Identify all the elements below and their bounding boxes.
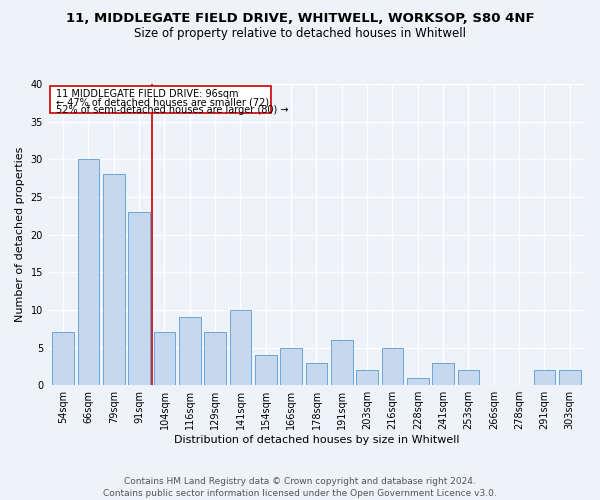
Text: 11 MIDDLEGATE FIELD DRIVE: 96sqm: 11 MIDDLEGATE FIELD DRIVE: 96sqm [56,89,238,99]
Bar [458,370,479,385]
Bar [52,332,74,385]
Bar [559,370,581,385]
Text: Contains public sector information licensed under the Open Government Licence v3: Contains public sector information licen… [103,489,497,498]
X-axis label: Distribution of detached houses by size in Whitwell: Distribution of detached houses by size … [174,435,459,445]
Bar [205,332,226,385]
Text: Size of property relative to detached houses in Whitwell: Size of property relative to detached ho… [134,28,466,40]
Bar [103,174,125,385]
Bar [255,355,277,385]
Y-axis label: Number of detached properties: Number of detached properties [15,147,25,322]
Bar [407,378,428,385]
Bar [331,340,353,385]
Bar [77,160,99,385]
Bar [533,370,555,385]
Text: 52% of semi-detached houses are larger (80) →: 52% of semi-detached houses are larger (… [56,106,288,116]
Bar [128,212,150,385]
Bar [305,362,327,385]
Text: Contains HM Land Registry data © Crown copyright and database right 2024.: Contains HM Land Registry data © Crown c… [124,478,476,486]
Bar [179,318,200,385]
Bar [433,362,454,385]
Bar [356,370,378,385]
Bar [382,348,403,385]
Text: 11, MIDDLEGATE FIELD DRIVE, WHITWELL, WORKSOP, S80 4NF: 11, MIDDLEGATE FIELD DRIVE, WHITWELL, WO… [65,12,535,26]
FancyBboxPatch shape [50,86,271,113]
Bar [154,332,175,385]
Bar [280,348,302,385]
Text: ← 47% of detached houses are smaller (72): ← 47% of detached houses are smaller (72… [56,97,269,107]
Bar [230,310,251,385]
